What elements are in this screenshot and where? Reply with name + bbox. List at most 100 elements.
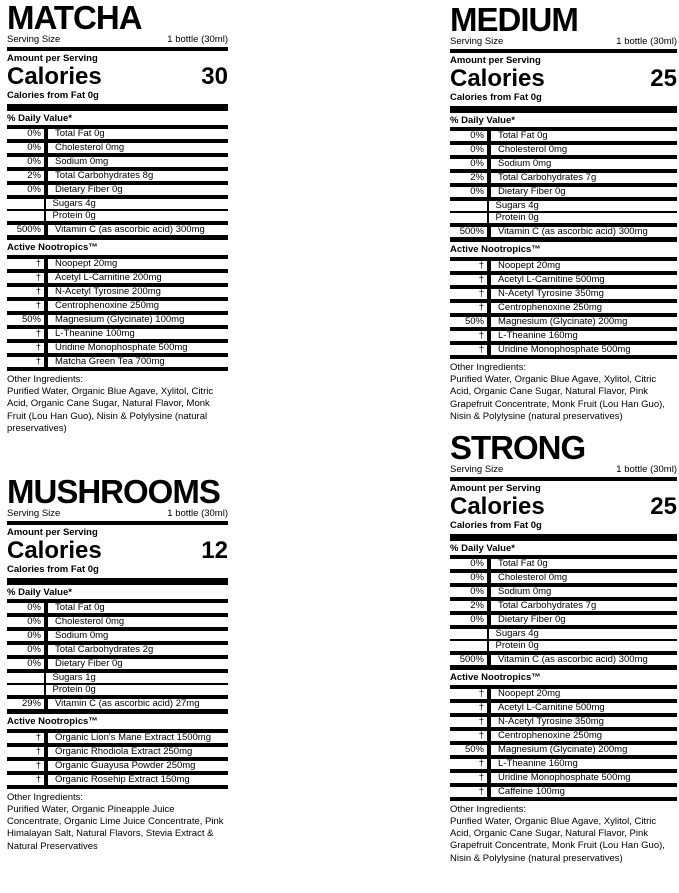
divider-bar-thick: [450, 533, 677, 541]
daily-value-cell: 50%: [21, 314, 41, 325]
serving-size-label: Serving Size: [450, 463, 504, 475]
daily-value-cell: †: [35, 328, 41, 339]
nootropic-row: † Caffeine 100mg: [450, 785, 677, 801]
nutrient-name: Total Carbohydrates 2g: [55, 643, 154, 655]
nootropic-row: 50% Magnesium (Glycinate) 200mg: [450, 317, 677, 331]
row-divider: [487, 744, 491, 755]
row-divider: [487, 758, 491, 769]
calories-from-fat-label: Calories from Fat 0g: [7, 90, 99, 101]
nootropic-row: † Organic Lion's Mane Extract 1500mg: [7, 732, 228, 747]
active-nootropics-header: Active Nootropics™: [450, 244, 541, 255]
other-ingredients-text: Purified Water, Organic Blue Agave, Xyli…: [7, 386, 214, 435]
row-divider: [44, 616, 48, 627]
nootropic-row: † Acetyl L-Carnitine 500mg: [450, 275, 677, 289]
divider-bar: [450, 49, 677, 53]
daily-value-cell: †: [478, 701, 484, 713]
daily-value-cell: †: [478, 729, 484, 741]
row-divider: [487, 688, 491, 699]
nootropic-name: Acetyl L-Carnitine 200mg: [55, 272, 162, 283]
nutrient-name: Sodium 0mg: [55, 629, 109, 641]
daily-value-cell: †: [35, 286, 41, 297]
nutrient-row: 0% Total Fat 0g: [450, 557, 677, 573]
nutrient-name: Sugars 4g: [52, 198, 96, 209]
serving-size-value: 1 bottle (30ml): [616, 36, 677, 47]
daily-value-cell: †: [35, 759, 41, 771]
row-divider: [487, 227, 491, 237]
nutrient-row: 2% Total Carbohydrates 8g: [7, 171, 228, 185]
product-title: MATCHA: [7, 0, 143, 36]
row-divider: [44, 658, 48, 669]
nutrient-name: Sugars 4g: [495, 200, 539, 211]
row-divider: [44, 171, 48, 181]
daily-value-cell: 0%: [470, 130, 484, 141]
nutrient-name: Cholesterol 0mg: [498, 571, 568, 583]
nootropic-rows: † Noopept 20mg † Acetyl L-Carnitine 500mg † N…: [450, 257, 677, 359]
calories-label: Calories: [7, 63, 102, 90]
amount-per-serving-label: Amount per Serving: [7, 526, 98, 538]
nutrient-name: Vitamin C (as ascorbic acid) 300mg: [498, 653, 648, 665]
nutrient-row: Protein 0g: [7, 683, 228, 699]
divider-bar-thick: [450, 106, 677, 113]
calories-row: Calories 12: [7, 538, 228, 563]
serving-size-row: Serving Size 1 bottle (30ml): [7, 508, 228, 519]
calories-row: Calories 30: [7, 64, 228, 89]
calories-value: 25: [650, 65, 677, 92]
nutrient-row: Sugars 4g: [450, 628, 677, 641]
serving-size-label: Serving Size: [450, 36, 504, 47]
nootropic-row: † Centrophenoxine 250mg: [450, 729, 677, 745]
nutrient-row: Protein 0g: [450, 213, 677, 227]
nootropic-name: Centrophenoxine 250mg: [498, 302, 603, 313]
daily-value-cell: 2%: [470, 599, 484, 611]
row-divider: [44, 602, 48, 613]
row-divider: [44, 329, 48, 339]
row-divider: [487, 303, 491, 313]
row-divider: [487, 702, 491, 713]
column-right: MEDIUM Serving Size 1 bottle (30ml) Amou…: [450, 0, 677, 865]
row-divider: [44, 211, 46, 221]
nutrient-row: 2% Total Carbohydrates 7g: [450, 173, 677, 187]
calories-from-fat-label: Calories from Fat 0g: [450, 92, 542, 103]
nootropic-name: Noopept 20mg: [55, 258, 118, 269]
daily-value-header: % Daily Value*: [450, 542, 515, 554]
nootropic-name: N-Acetyl Tyrosine 200mg: [55, 286, 161, 297]
daily-value-cell: 0%: [27, 142, 41, 153]
nutrient-name: Vitamin C (as ascorbic acid) 27mg: [55, 697, 200, 709]
daily-value-cell: †: [35, 272, 41, 283]
nutrient-row: Sugars 4g: [7, 199, 228, 211]
nootropic-name: Magnesium (Glycinate) 200mg: [498, 743, 628, 755]
nutrient-row: 0% Sodium 0mg: [7, 157, 228, 171]
row-divider: [487, 131, 491, 141]
nootropic-name: L-Theanine 160mg: [498, 330, 578, 341]
serving-size-value: 1 bottle (30ml): [167, 34, 228, 45]
product-title: STRONG: [450, 428, 586, 466]
nutrient-name: Protein 0g: [52, 210, 96, 221]
daily-value-cell: †: [478, 344, 484, 355]
nutrient-row: 500% Vitamin C (as ascorbic acid) 300mg: [7, 225, 228, 240]
daily-value-cell: 0%: [470, 557, 484, 569]
nootropic-row: † Organic Rhodiola Extract 250mg: [7, 746, 228, 761]
daily-value-cell: 0%: [470, 144, 484, 155]
nootropic-rows: † Noopept 20mg † Acetyl L-Carnitine 200mg † N…: [7, 255, 228, 371]
daily-value-cell: 50%: [464, 743, 484, 755]
row-divider: [487, 187, 491, 197]
amount-per-serving-label: Amount per Serving: [7, 53, 98, 64]
nootropic-row: † L-Theanine 160mg: [450, 331, 677, 345]
nootropic-name: Magnesium (Glycinate) 100mg: [55, 314, 185, 325]
nutrient-row: 500% Vitamin C (as ascorbic acid) 300mg: [450, 227, 677, 242]
daily-value-cell: 500%: [459, 226, 484, 237]
daily-value-cell: †: [478, 785, 484, 797]
other-ingredients-text: Purified Water, Organic Blue Agave, Xyli…: [450, 374, 665, 423]
nutrient-name: Protein 0g: [52, 683, 96, 695]
row-divider: [44, 315, 48, 325]
row-divider: [44, 185, 48, 195]
daily-value-cell: 2%: [470, 172, 484, 183]
row-divider: [487, 145, 491, 155]
row-divider: [487, 614, 491, 625]
row-divider: [487, 159, 491, 169]
product-title: MEDIUM: [450, 1, 579, 38]
serving-size-label: Serving Size: [7, 34, 61, 45]
nutrient-row: 0% Total Fat 0g: [7, 129, 228, 143]
nootropic-name: Matcha Green Tea 700mg: [55, 356, 165, 367]
nootropic-rows: † Noopept 20mg † Acetyl L-Carnitine 500mg † N…: [450, 684, 677, 801]
daily-value-header: % Daily Value*: [450, 115, 515, 126]
